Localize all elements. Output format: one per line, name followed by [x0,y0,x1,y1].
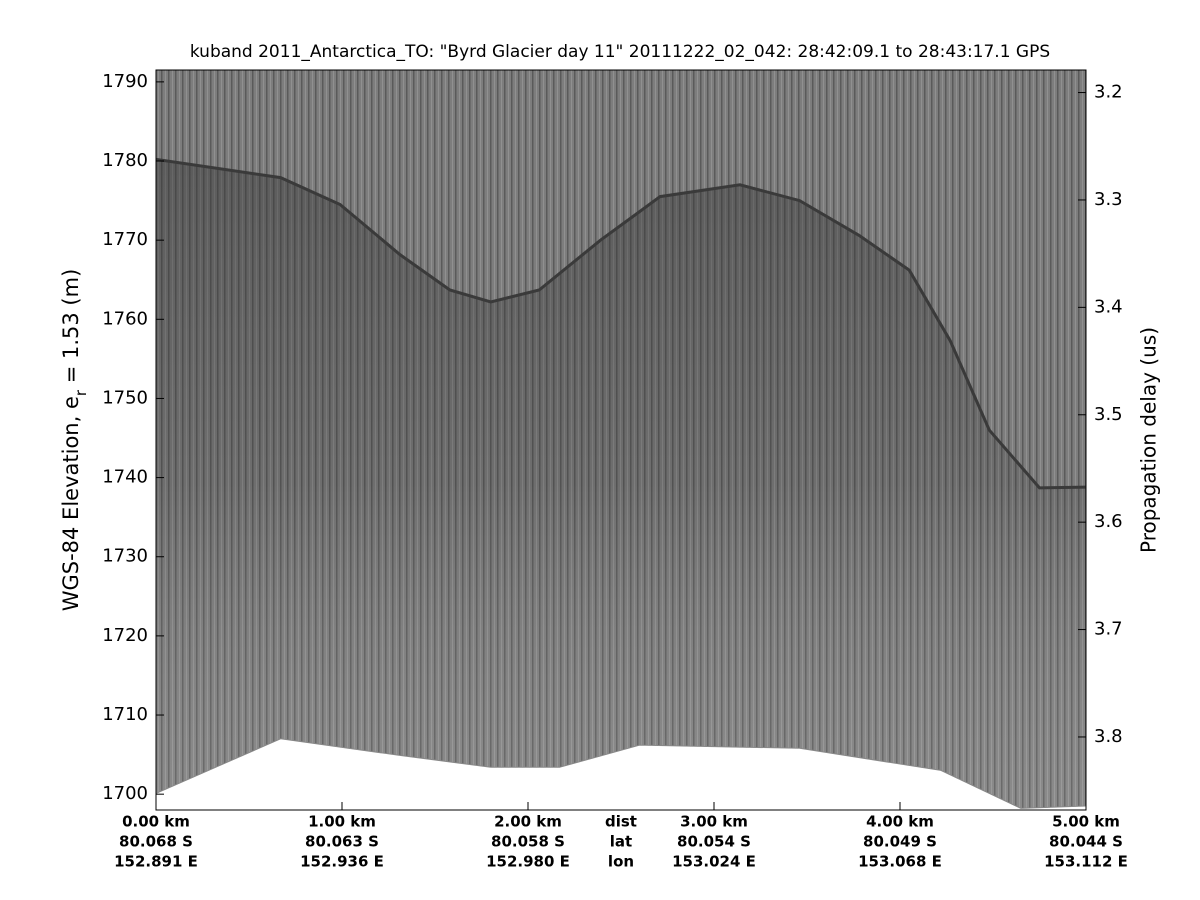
y-label-sub: r [72,389,90,396]
x-tick-label: 3.00 km [680,813,748,831]
y-tick-label: 1720 [102,625,148,646]
y-tick-label: 1730 [102,546,148,567]
x-tick-lat: 80.049 S [863,833,937,851]
y2-tick-label: 3.3 [1094,189,1123,210]
no-data-region [156,738,1086,810]
y-tick-label: 1780 [102,150,148,171]
y2-tick-label: 3.7 [1094,619,1123,640]
ice-region [156,159,1086,809]
y-label-rest: = 1.53 (m) [59,269,83,390]
y2-tick-label: 3.4 [1094,296,1123,317]
y2-tick-label: 3.2 [1094,82,1123,103]
x-tick-lat: 80.063 S [305,833,379,851]
x-tick-lon: 153.024 E [672,853,756,871]
x-tick-lat: 80.044 S [1049,833,1123,851]
x-tick-label: 5.00 km [1052,813,1120,831]
x-tick-lat: 80.054 S [677,833,751,851]
x-tick-label: 4.00 km [866,813,934,831]
y2-tick-label: 3.8 [1094,726,1123,747]
y2-tick-label: 3.5 [1094,404,1123,425]
y2-axis-label: Propagation delay (us) [1137,327,1161,553]
x-tick-lon: 152.936 E [300,853,384,871]
x-row-name: lon [608,853,634,871]
y-tick-label: 1750 [102,387,148,408]
y-tick-label: 1710 [102,704,148,725]
plot-frame [155,69,1087,811]
x-row-name: dist [605,813,637,831]
y-label-main: WGS-84 Elevation, e [59,396,83,611]
x-row-name: lat [610,833,632,851]
x-tick-lon: 153.112 E [1044,853,1128,871]
x-tick-lon: 153.068 E [858,853,942,871]
x-tick-label: 2.00 km [494,813,562,831]
x-tick-lon: 152.891 E [114,853,198,871]
y-tick-label: 1740 [102,467,148,488]
x-tick-label: 0.00 km [122,813,190,831]
y-tick-label: 1760 [102,308,148,329]
y-tick-label: 1790 [102,71,148,92]
y-axis-label: WGS-84 Elevation, er = 1.53 (m) [59,269,90,612]
y2-tick-label: 3.6 [1094,511,1123,532]
y-tick-label: 1700 [102,783,148,804]
plot-marks [156,157,1086,810]
x-tick-lat: 80.058 S [491,833,565,851]
x-tick-lon: 152.980 E [486,853,570,871]
data-bottom-line [156,738,1086,809]
surface-line [156,157,1086,490]
chart-title: kuband 2011_Antarctica_TO: "Byrd Glacier… [190,42,1050,62]
x-tick-label: 1.00 km [308,813,376,831]
y-tick-label: 1770 [102,229,148,250]
x-tick-lat: 80.068 S [119,833,193,851]
